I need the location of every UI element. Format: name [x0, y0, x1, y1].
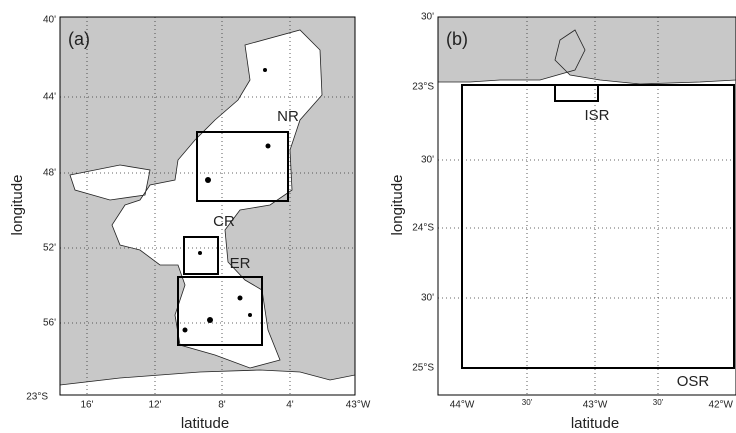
y-tick-label: 23°S: [26, 392, 48, 403]
x-tick-label: 4': [286, 400, 294, 411]
y-tick-label: 30': [421, 293, 434, 304]
y-tick-label: 56': [43, 318, 56, 329]
y-tick-label: 25°S: [412, 363, 434, 374]
y-axis-title: longitude: [9, 175, 26, 236]
x-tick-label: 12': [148, 400, 161, 411]
x-tick-label: 44°W: [450, 400, 475, 411]
map-b: [438, 17, 736, 395]
panel-b-text: (b) 30' 23°S 30' 24°S 30' 25°S 44°W 30' …: [389, 12, 734, 432]
panel-label: (b): [446, 29, 468, 49]
x-axis-title: latitude: [571, 415, 619, 432]
panel-a-text: (a) 40' 44' 48' 52' 56' 23°S 16' 12' 8' …: [9, 15, 371, 432]
region-label: OSR: [677, 373, 710, 390]
x-tick-label: 42°W: [708, 400, 733, 411]
panel-label: (a): [68, 29, 90, 49]
x-tick-label: 30': [522, 398, 533, 407]
region-label: ER: [230, 255, 251, 272]
region-label: NR: [277, 108, 299, 125]
y-tick-label: 23°S: [412, 82, 434, 93]
x-tick-label: 43°W: [583, 400, 608, 411]
y-tick-label: 40': [43, 15, 56, 26]
y-tick-label: 48': [43, 168, 56, 179]
y-tick-label: 30': [421, 12, 434, 23]
y-axis-title: longitude: [389, 175, 406, 236]
region-label: CR: [213, 213, 235, 230]
x-tick-label: 30': [653, 398, 664, 407]
map-a: [60, 17, 355, 395]
region-label: ISR: [584, 107, 609, 124]
x-tick-label: 43°W: [346, 400, 371, 411]
y-tick-label: 44': [43, 92, 56, 103]
y-tick-label: 30': [421, 155, 434, 166]
x-tick-label: 8': [218, 400, 226, 411]
x-tick-label: 16': [80, 400, 93, 411]
x-axis-title: latitude: [181, 415, 229, 432]
y-tick-label: 24°S: [412, 223, 434, 234]
y-tick-label: 52': [43, 243, 56, 254]
